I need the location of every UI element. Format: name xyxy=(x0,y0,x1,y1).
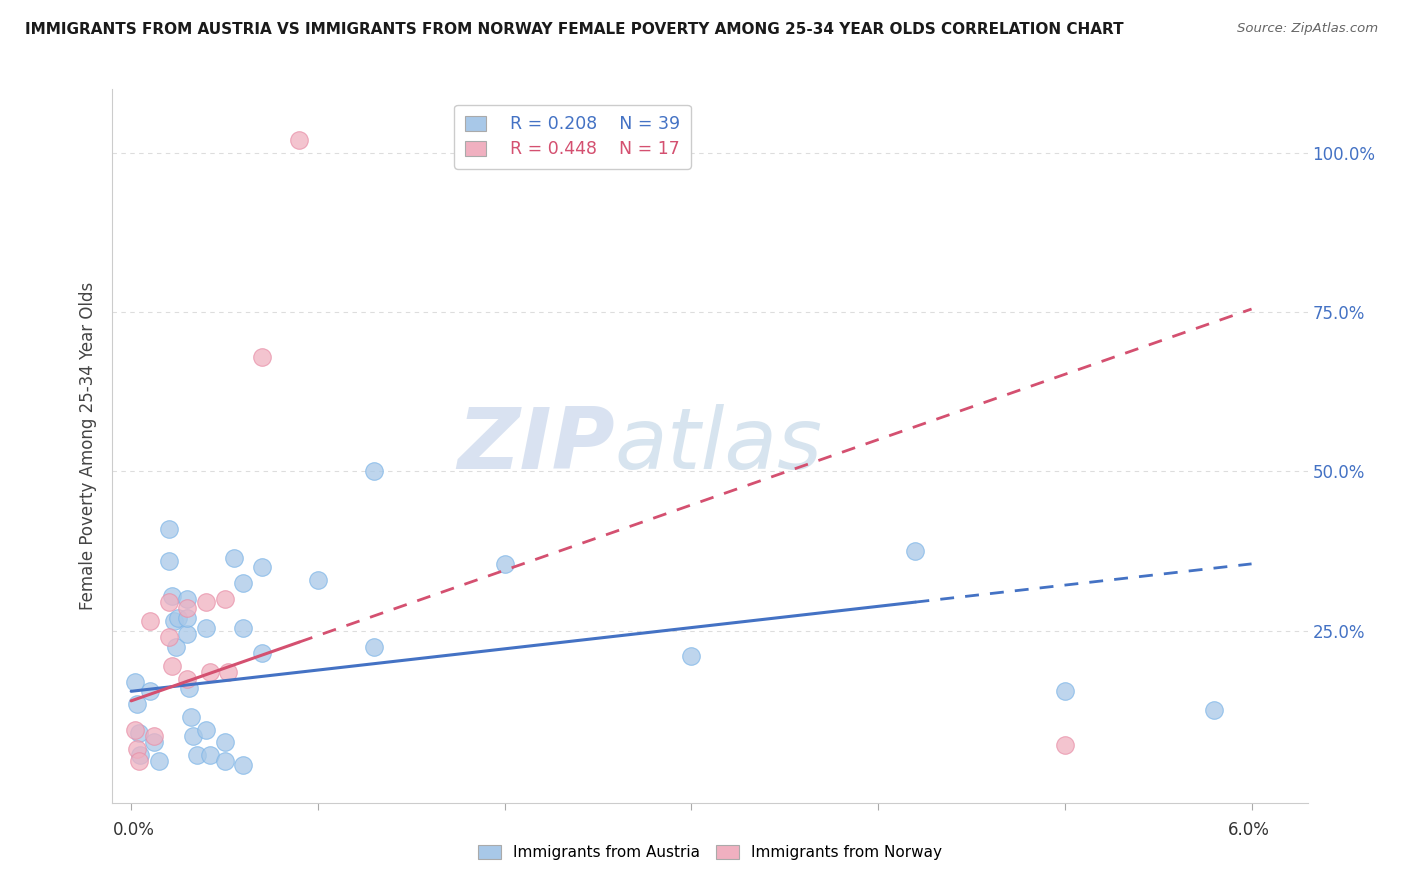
Point xyxy=(363,465,385,479)
Point xyxy=(1204,703,1226,717)
Text: 0.0%: 0.0% xyxy=(112,821,155,838)
Point xyxy=(194,595,217,609)
Point xyxy=(232,576,254,591)
Point xyxy=(124,723,146,737)
Point xyxy=(142,735,165,749)
Point xyxy=(157,522,180,536)
Point xyxy=(142,729,165,743)
Point xyxy=(162,658,183,673)
Point xyxy=(222,550,245,565)
Point xyxy=(176,672,198,686)
Point xyxy=(157,595,180,609)
Text: ZIP: ZIP xyxy=(457,404,614,488)
Point xyxy=(194,723,217,737)
Point xyxy=(128,725,150,739)
Point xyxy=(162,589,183,603)
Point xyxy=(214,755,236,769)
Point xyxy=(494,557,516,571)
Text: 6.0%: 6.0% xyxy=(1229,821,1270,838)
Point xyxy=(180,710,202,724)
Point xyxy=(128,755,150,769)
Point xyxy=(307,573,329,587)
Point xyxy=(681,649,703,664)
Point xyxy=(125,697,148,711)
Point xyxy=(1053,684,1076,698)
Point xyxy=(217,665,239,680)
Text: IMMIGRANTS FROM AUSTRIA VS IMMIGRANTS FROM NORWAY FEMALE POVERTY AMONG 25-34 YEA: IMMIGRANTS FROM AUSTRIA VS IMMIGRANTS FR… xyxy=(25,22,1123,37)
Legend: Immigrants from Austria, Immigrants from Norway: Immigrants from Austria, Immigrants from… xyxy=(472,839,948,866)
Point xyxy=(363,640,385,654)
Point xyxy=(186,747,208,762)
Point xyxy=(198,747,221,762)
Point xyxy=(163,614,186,628)
Point xyxy=(250,350,273,364)
Point xyxy=(129,747,152,762)
Text: Source: ZipAtlas.com: Source: ZipAtlas.com xyxy=(1237,22,1378,36)
Point xyxy=(198,665,221,680)
Point xyxy=(157,554,180,568)
Point xyxy=(214,591,236,606)
Point xyxy=(177,681,200,695)
Point xyxy=(157,630,180,644)
Point xyxy=(232,621,254,635)
Point xyxy=(176,601,198,615)
Point xyxy=(250,646,273,660)
Point xyxy=(124,674,146,689)
Point xyxy=(176,591,198,606)
Point xyxy=(139,614,162,628)
Point xyxy=(250,560,273,574)
Point xyxy=(904,544,927,558)
Point xyxy=(288,133,311,147)
Point xyxy=(1053,739,1076,753)
Point xyxy=(166,611,188,625)
Point xyxy=(165,640,187,654)
Text: atlas: atlas xyxy=(614,404,823,488)
Point xyxy=(214,735,236,749)
Point xyxy=(125,741,148,756)
Point xyxy=(148,755,170,769)
Point xyxy=(139,684,162,698)
Point xyxy=(194,621,217,635)
Point xyxy=(232,757,254,772)
Y-axis label: Female Poverty Among 25-34 Year Olds: Female Poverty Among 25-34 Year Olds xyxy=(79,282,97,610)
Point xyxy=(181,729,204,743)
Point xyxy=(176,611,198,625)
Point xyxy=(176,627,198,641)
